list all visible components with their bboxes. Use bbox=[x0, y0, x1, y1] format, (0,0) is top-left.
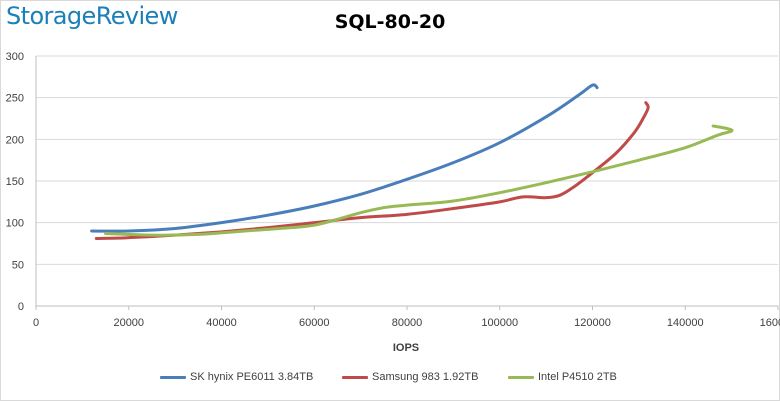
x-tick-label: 80000 bbox=[392, 317, 423, 329]
legend-swatch-intel bbox=[508, 375, 534, 379]
x-axis-tick-labels: 0 20000 40000 60000 80000 100000 120000 140000 1… bbox=[33, 317, 780, 329]
y-tick-label: 50 bbox=[12, 259, 24, 271]
legend-item-samsung: Samsung 983 1.92TB bbox=[342, 371, 478, 383]
legend: SK hynix PE6011 3.84TB Samsung 983 1.92T… bbox=[0, 371, 780, 389]
legend-swatch-sk-hynix bbox=[160, 375, 186, 379]
y-tick-label: 300 bbox=[6, 51, 24, 63]
legend-item-intel: Intel P4510 2TB bbox=[508, 371, 617, 383]
y-tick-label: 0 bbox=[18, 301, 24, 313]
x-tick-label: 100000 bbox=[481, 317, 518, 329]
x-tick-label: 0 bbox=[33, 317, 39, 329]
x-axis-label: IOPS bbox=[393, 342, 419, 354]
y-tick-label: 150 bbox=[6, 176, 24, 188]
series-lines bbox=[90, 83, 734, 240]
legend-label-intel: Intel P4510 2TB bbox=[538, 371, 617, 383]
x-tick-label: 160000 bbox=[760, 317, 780, 329]
y-tick-label: 250 bbox=[6, 93, 24, 105]
y-tick-label: 100 bbox=[6, 218, 24, 230]
axes bbox=[35, 56, 779, 310]
x-tick-label: 140000 bbox=[667, 317, 704, 329]
x-tick-label: 20000 bbox=[113, 317, 144, 329]
x-tick-label: 60000 bbox=[299, 317, 330, 329]
legend-item-sk-hynix: SK hynix PE6011 3.84TB bbox=[160, 371, 313, 383]
x-tick-label: 120000 bbox=[574, 317, 611, 329]
legend-swatch-samsung bbox=[342, 375, 368, 379]
gridlines bbox=[36, 55, 778, 265]
chart-title: SQL-80-20 bbox=[334, 11, 446, 33]
series-line-0 bbox=[90, 83, 599, 233]
x-tick-label: 40000 bbox=[206, 317, 237, 329]
series-line-1 bbox=[94, 101, 650, 240]
legend-label-sk-hynix: SK hynix PE6011 3.84TB bbox=[190, 371, 314, 383]
y-tick-label: 200 bbox=[6, 134, 24, 146]
y-axis-tick-labels: 0 50 100 150 200 250 300 bbox=[6, 51, 24, 313]
series-line-2 bbox=[104, 124, 734, 237]
storagereview-logo: StorageReview bbox=[6, 2, 178, 30]
legend-label-samsung: Samsung 983 1.92TB bbox=[372, 371, 479, 383]
